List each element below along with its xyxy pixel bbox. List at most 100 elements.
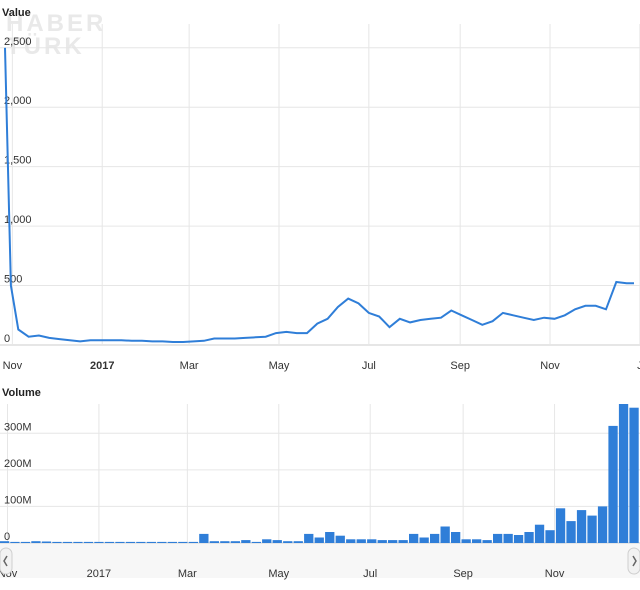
volume-bar [534, 524, 545, 543]
volume-bar [73, 541, 83, 543]
value-y-tick-label: 2,000 [4, 95, 32, 107]
watermark-line-2: TÜRK [6, 33, 85, 60]
value-x-tick-label: Nov [3, 360, 23, 372]
volume-bar [524, 532, 534, 543]
volume-bar [283, 541, 293, 543]
volume-bar [31, 541, 41, 543]
volume-bar [10, 541, 20, 543]
volume-y-tick-label: 0 [4, 531, 10, 543]
volume-bar [472, 539, 482, 543]
value-x-tick-label: J [637, 360, 640, 372]
volume-bar [209, 541, 219, 543]
volume-bar [220, 541, 230, 543]
volume-bar [136, 541, 146, 543]
volume-bar [83, 541, 94, 543]
volume-bar [451, 532, 461, 543]
volume-bar [555, 508, 566, 544]
volume-y-tick-label: 200M [4, 458, 32, 470]
chevron-left-icon [3, 555, 8, 567]
volume-bar [430, 533, 440, 543]
volume-bar [199, 533, 209, 543]
value-y-axis: 0 500 1,000 1,500 2,000 2,500 [4, 36, 32, 345]
navigator-area[interactable] [0, 544, 640, 578]
volume-bar [419, 537, 429, 543]
volume-bar [545, 530, 555, 543]
volume-bar [409, 533, 419, 543]
volume-bar [629, 407, 639, 543]
volume-x-tick-label: May [268, 568, 289, 580]
value-x-tick-label: Nov [540, 360, 560, 372]
value-grid [0, 24, 640, 346]
volume-bars [0, 404, 639, 544]
volume-bar [188, 541, 198, 543]
watermark-line-1: HABER [6, 10, 106, 37]
volume-bar [325, 532, 335, 543]
volume-bar [20, 541, 31, 543]
value-y-tick-label: 1,000 [4, 214, 32, 226]
volume-bar [314, 537, 324, 543]
volume-bar [304, 533, 314, 543]
volume-bar [398, 540, 408, 543]
volume-bar [230, 541, 240, 543]
volume-bar [293, 541, 303, 543]
volume-bar [104, 541, 115, 543]
volume-bar [241, 540, 251, 543]
volume-bar [146, 541, 156, 543]
volume-bar [251, 541, 261, 543]
volume-bar [41, 541, 52, 543]
volume-bar [388, 540, 398, 543]
volume-bar [493, 533, 503, 543]
value-x-tick-label: Mar [180, 360, 199, 372]
volume-bar [335, 535, 345, 543]
volume-bar [272, 540, 282, 543]
volume-bar [597, 506, 608, 543]
volume-y-axis: 0 100M 200M 300M [4, 421, 32, 543]
volume-bar [503, 533, 513, 543]
volume-bar [608, 425, 618, 543]
value-y-tick-label: 2,500 [4, 36, 32, 48]
volume-bar [461, 539, 471, 543]
volume-panel-title: Volume [2, 387, 41, 399]
volume-bar [157, 541, 167, 543]
volume-x-tick-label: Nov [545, 568, 565, 580]
volume-bar [513, 535, 524, 543]
volume-bar [52, 541, 62, 543]
volume-bar [367, 539, 377, 543]
volume-bar [94, 541, 104, 543]
value-x-tick-label: May [269, 360, 290, 372]
volume-y-tick-label: 100M [4, 494, 32, 506]
volume-bar [167, 541, 177, 543]
navigator-right-handle[interactable] [627, 547, 640, 575]
volume-bar [346, 539, 356, 543]
volume-x-tick-label: 2017 [87, 568, 111, 580]
volume-bar [618, 404, 629, 543]
value-x-axis: Nov 2017 Mar May Jul Sep Nov J [3, 360, 640, 372]
volume-bar [262, 539, 272, 543]
volume-x-tick-label: Mar [178, 568, 197, 580]
value-series-line [4, 47, 634, 343]
volume-bar [125, 541, 136, 543]
volume-y-tick-label: 300M [4, 421, 32, 433]
volume-bar [115, 541, 125, 543]
volume-grid [0, 404, 640, 544]
value-panel-title: Value [2, 7, 31, 19]
value-x-tick-label: 2017 [90, 360, 114, 372]
volume-bar [482, 540, 492, 543]
value-y-tick-label: 1,500 [4, 155, 32, 167]
chevron-right-icon [632, 555, 637, 567]
volume-bar [576, 510, 587, 543]
navigator-left-handle[interactable] [0, 547, 13, 575]
value-y-tick-label: 0 [4, 333, 10, 345]
value-y-tick-label: 500 [4, 274, 22, 286]
volume-bar [62, 541, 73, 543]
volume-bar [356, 539, 366, 543]
volume-bar [178, 541, 188, 543]
volume-bar [377, 540, 387, 543]
volume-bar [566, 521, 576, 543]
value-x-tick-label: Sep [450, 360, 470, 372]
volume-bar [0, 541, 10, 543]
volume-x-axis: Nov 2017 Mar May Jul Sep Nov [0, 568, 565, 580]
volume-x-tick-label: Sep [453, 568, 473, 580]
volume-bar [440, 526, 450, 543]
